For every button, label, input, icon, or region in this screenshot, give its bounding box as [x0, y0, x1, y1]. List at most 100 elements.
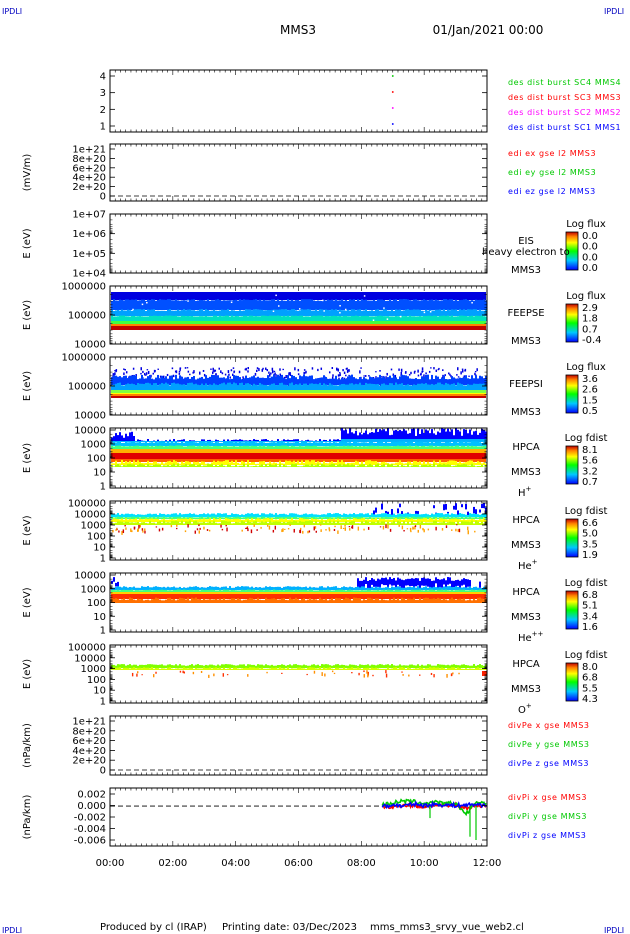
spectrogram-column: [253, 441, 255, 446]
spectrogram-column: [375, 461, 377, 465]
spectrogram-column: [227, 382, 229, 390]
spectrogram-column: [165, 587, 167, 590]
spectrogram-column: [209, 384, 211, 390]
spectrogram-column: [209, 439, 211, 442]
data-speck: [226, 527, 228, 532]
data-speck: [386, 372, 388, 376]
spectrogram-column: [387, 442, 389, 446]
data-speck: [422, 527, 424, 531]
spectrogram-column: [421, 441, 423, 446]
spectrogram-column: [197, 316, 199, 321]
spectrogram-column: [187, 513, 189, 517]
spectrogram-column: [409, 523, 411, 525]
spectrogram-column: [473, 316, 475, 321]
spectrogram-column: [379, 385, 381, 390]
y-tick-label: 1e+21: [72, 145, 106, 156]
spectrogram-column: [289, 441, 291, 442]
spectrogram-column: [165, 441, 167, 442]
spectrogram-column: [161, 310, 163, 316]
spectrogram-column: [373, 432, 375, 442]
spectrogram-column: [309, 517, 311, 519]
spectrogram-column: [269, 315, 271, 321]
spectrogram-column: [335, 446, 337, 449]
spectrogram-column: [481, 463, 483, 465]
spectrogram-column: [469, 439, 471, 442]
spectrogram-column: [289, 521, 291, 525]
spectrogram-column: [479, 442, 481, 446]
spectrogram-column: [241, 379, 243, 385]
spectrogram-column: [255, 442, 257, 446]
spectrogram-column: [289, 439, 291, 442]
data-speck: [186, 367, 189, 369]
spectrogram-column: [481, 464, 483, 467]
spectrogram-column: [209, 376, 211, 385]
spectrogram-column: [419, 383, 421, 390]
spectrogram-column: [317, 441, 319, 442]
spectrogram-column: [227, 441, 229, 446]
spectrogram-column: [225, 521, 227, 525]
spectrogram-column: [471, 315, 473, 321]
spectrogram-column: [365, 520, 367, 525]
spectrogram-column: [209, 310, 211, 316]
spectrogram-column: [465, 310, 467, 316]
spectrogram-column: [115, 582, 117, 587]
spectrogram-column: [343, 441, 345, 446]
spectrogram-column: [117, 521, 119, 525]
data-speck: [247, 370, 249, 373]
spectrogram-column: [395, 516, 397, 519]
spectrogram-column: [463, 445, 465, 449]
spectrogram-column: [223, 445, 225, 449]
spectrogram-column: [173, 439, 175, 442]
spectrogram-column: [439, 382, 441, 390]
spectrogram-column: [445, 522, 447, 525]
data-speck: [230, 369, 233, 372]
spectrogram-column: [249, 513, 251, 517]
spectrogram-column: [201, 516, 203, 519]
spectrogram-column: [353, 433, 355, 442]
spectrogram-column: [175, 461, 177, 465]
spectrogram-column: [269, 463, 271, 467]
spectrogram-column: [261, 300, 263, 310]
spectrogram-column: [461, 439, 463, 442]
spectrogram-column: [417, 309, 419, 316]
spectrogram-column: [405, 299, 407, 310]
spectrogram-column: [433, 439, 435, 442]
spectrogram-column: [485, 431, 487, 442]
spectrogram-column: [313, 465, 315, 467]
colorbar-title: Log flux: [566, 219, 606, 230]
spectrogram-column: [185, 377, 187, 385]
data-speck: [425, 372, 427, 375]
colorbar-tick-label: 0.0: [582, 231, 598, 242]
spectrogram-column: [427, 300, 429, 310]
spectrogram-column: [259, 461, 261, 465]
spectrogram-column: [335, 385, 337, 390]
spectrogram-column: [329, 462, 331, 465]
spectrogram-column: [459, 315, 461, 321]
spectrogram-column: [305, 445, 307, 449]
spectrogram-column: [417, 516, 419, 519]
spectrogram-column: [253, 439, 255, 442]
data-speck: [337, 530, 339, 534]
data-speck: [224, 373, 227, 376]
spectrogram-column: [455, 441, 457, 446]
spectrogram-column: [179, 445, 181, 449]
spectrogram-column: [383, 383, 385, 390]
spectrogram-column: [469, 446, 471, 449]
spectrogram-column: [439, 518, 441, 522]
spectrogram-column: [291, 299, 293, 310]
spectrogram-column: [367, 465, 369, 467]
spectrogram-column: [303, 316, 305, 321]
spectrogram-column: [331, 299, 333, 310]
spectrogram-column: [389, 299, 391, 310]
spectrogram-column: [225, 384, 227, 390]
spectrogram-column: [359, 382, 361, 390]
spectrogram-column: [363, 514, 365, 517]
spectrogram-column: [475, 315, 477, 321]
spectrogram-column: [321, 446, 323, 449]
spectrogram-column: [183, 442, 185, 446]
spectrogram-column: [175, 520, 177, 525]
spectrogram-column: [407, 513, 409, 517]
spectrogram-column: [479, 315, 481, 321]
spectrogram-column: [357, 523, 359, 525]
spectrogram-column: [265, 310, 267, 316]
